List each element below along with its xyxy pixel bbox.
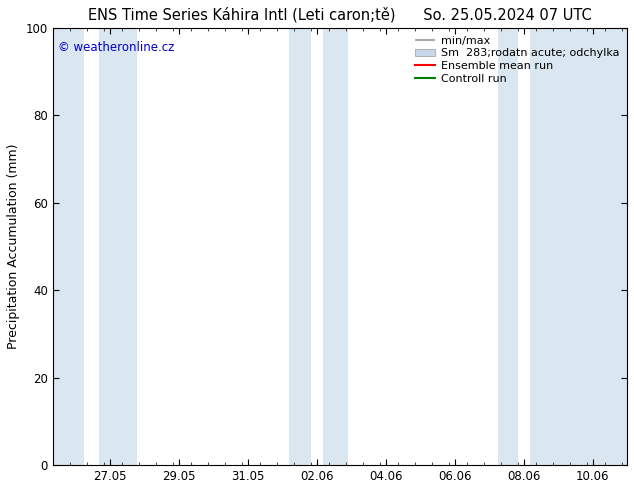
Bar [99, 28, 137, 465]
Bar [289, 28, 311, 465]
Text: © weatheronline.cz: © weatheronline.cz [58, 41, 175, 54]
Bar [498, 28, 519, 465]
Bar [531, 28, 627, 465]
Bar [53, 28, 84, 465]
Title: ENS Time Series Káhira Intl (Leti caron;tě)      So. 25.05.2024 07 UTC: ENS Time Series Káhira Intl (Leti caron;… [88, 7, 592, 23]
Y-axis label: Precipitation Accumulation (mm): Precipitation Accumulation (mm) [7, 144, 20, 349]
Bar [323, 28, 347, 465]
Legend: min/max, Sm  283;rodatn acute; odchylka, Ensemble mean run, Controll run: min/max, Sm 283;rodatn acute; odchylka, … [413, 33, 621, 86]
